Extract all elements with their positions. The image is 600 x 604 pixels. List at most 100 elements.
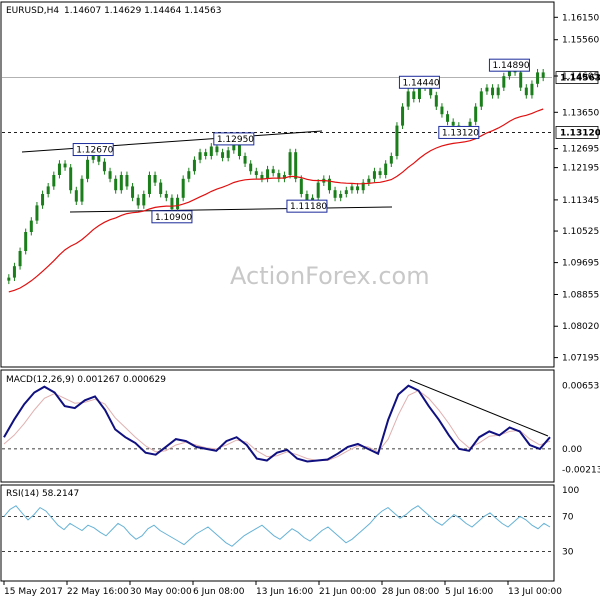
candle-body: [519, 72, 523, 88]
candle-body: [209, 146, 213, 156]
candle-body: [29, 220, 33, 232]
candle-body: [417, 82, 421, 99]
candle-body: [260, 175, 264, 179]
candle-body: [108, 171, 112, 179]
candle-body: [35, 205, 39, 221]
x-tick-label: 13 Jul 00:00: [508, 587, 562, 597]
candle-body: [131, 186, 135, 198]
x-tick-label: 13 Jun 16:00: [256, 587, 313, 597]
support-level-tag: 1.13120: [560, 128, 600, 138]
candle-body: [18, 251, 22, 267]
candle-body: [204, 152, 208, 156]
price-tick-label: 1.12695: [562, 145, 599, 155]
candle-body: [502, 76, 506, 88]
rsi-title: RSI(14) 58.2147: [6, 489, 79, 499]
macd-trendline: [409, 379, 549, 437]
candle-body: [327, 178, 331, 191]
candle-body: [288, 152, 292, 175]
rsi-panel-frame: [0, 484, 555, 582]
macd-tick-label: 0.00653: [562, 381, 599, 391]
annotation-box: [438, 125, 480, 139]
candle-body: [491, 87, 495, 96]
candle-body: [429, 87, 433, 96]
x-axis: 15 May 2017 22 May 16:00 30 May 00:00 6 Jun…: [3, 581, 562, 597]
current-price-tag: 1.14563: [560, 74, 600, 84]
x-tick-label: 28 Jun 08:00: [382, 587, 439, 597]
candle-body: [378, 171, 382, 175]
x-tick-label: 21 Jun 00:00: [319, 587, 376, 597]
candle-body: [479, 91, 483, 107]
price-tick-label: 1.12195: [562, 164, 599, 174]
candle-body: [215, 146, 219, 153]
candle-body: [243, 156, 247, 164]
candle-body: [24, 232, 28, 251]
annotation-label: 1.10900: [155, 213, 192, 223]
x-tick-label: 6 Jun 08:00: [193, 587, 245, 597]
price-tick-label: 1.08855: [562, 291, 599, 301]
candle-body: [142, 194, 146, 206]
candle-body: [367, 178, 371, 183]
candle-body: [406, 91, 410, 107]
moving-average: [8, 108, 544, 293]
current-price-tag-box: [555, 71, 599, 85]
candle-body: [41, 194, 45, 206]
candle-body: [237, 142, 241, 156]
annotation-label: 1.12950: [217, 135, 254, 145]
x-tick-label: 5 Jul 16:00: [445, 587, 494, 597]
candle-body: [440, 106, 444, 115]
annotation-box: [72, 143, 114, 157]
candle-body: [299, 178, 303, 194]
price-panel-frame: [0, 1, 555, 368]
candle-body: [271, 169, 275, 174]
candle-body: [361, 182, 365, 191]
candle-body: [86, 159, 90, 179]
candle-body: [226, 150, 230, 158]
candle-body: [159, 182, 163, 194]
price-tick-label: 1.09695: [562, 259, 599, 269]
candle-body: [446, 114, 450, 122]
candle-body: [7, 277, 11, 281]
candle-body: [232, 142, 236, 151]
lower-trendline: [69, 206, 393, 213]
x-tick-label: 22 May 16:00: [67, 587, 129, 597]
candle-body: [170, 197, 174, 210]
annotation-label: 1.14440: [402, 78, 439, 88]
candle-body: [102, 161, 106, 172]
rsi-tick-label: 30: [562, 548, 574, 558]
candle-body: [63, 163, 67, 168]
price-tick-label: 1.07195: [562, 354, 599, 364]
candle-body: [181, 178, 185, 198]
annotation-label: 1.13120: [442, 128, 479, 138]
candle-body: [187, 171, 191, 179]
candle-body: [119, 175, 123, 191]
candle-body: [316, 182, 320, 198]
candle-body: [277, 173, 281, 179]
price-levels: 1.14563 1.13120: [2, 71, 600, 139]
rsi-tick-label: 100: [562, 486, 579, 496]
macd-lines: 0.00653 0.00 -0.002138: [2, 381, 600, 476]
x-tick-label: 15 May 2017: [4, 587, 63, 597]
price-tick-label: 1.16150: [562, 13, 599, 23]
macd-main-line: [3, 384, 551, 463]
annotation-box: [286, 199, 328, 213]
price-tick-label: 1.13650: [562, 108, 599, 118]
candle-body: [147, 175, 151, 194]
rsi-lines: 100 70 30: [2, 486, 579, 558]
candle-body: [282, 175, 286, 179]
annotation-box: [488, 58, 530, 72]
candle-body: [401, 106, 405, 126]
annotation-box: [151, 210, 193, 224]
candle-body: [541, 72, 545, 78]
candle-body: [125, 175, 129, 187]
candle-body: [524, 87, 528, 96]
candle-body: [485, 87, 489, 92]
price-tick-label: 1.15560: [562, 36, 599, 46]
candles: [7, 61, 545, 285]
candle-body: [136, 197, 140, 206]
candle-body: [80, 178, 84, 202]
x-tick-label: 30 May 00:00: [130, 587, 192, 597]
candle-body: [12, 266, 16, 278]
candle-body: [176, 197, 180, 210]
candle-body: [198, 152, 202, 160]
